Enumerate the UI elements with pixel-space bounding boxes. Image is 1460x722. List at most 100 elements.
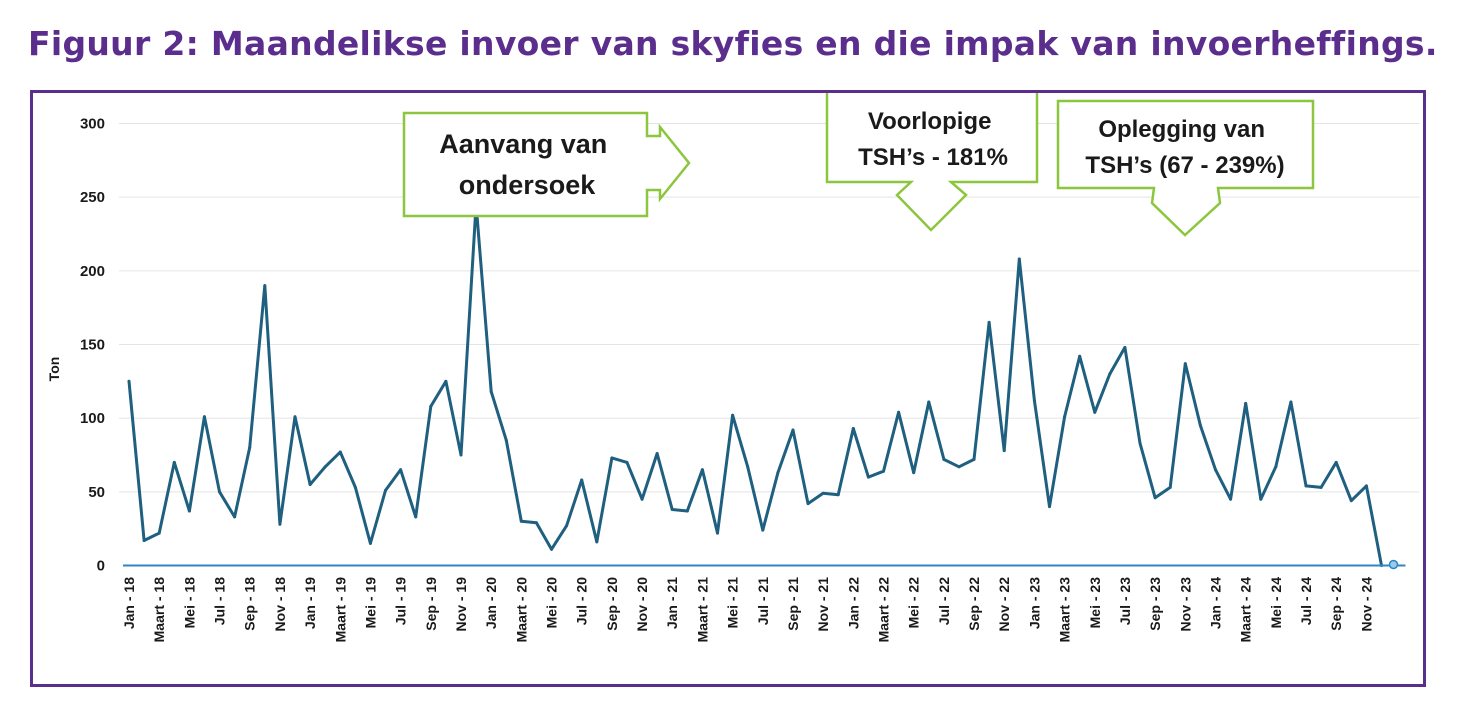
data-point [1153, 496, 1157, 500]
callout-definitive-duties: Oplegging van TSH’s (67 - 239%) [1056, 99, 1315, 237]
data-point [263, 284, 267, 288]
x-tick-label: Jan - 24 [1207, 577, 1223, 629]
x-tick-label: Maart - 20 [513, 577, 529, 643]
data-point [1002, 449, 1006, 453]
x-tick-label: Jan - 18 [121, 577, 137, 629]
series-line [127, 203, 1383, 567]
data-point [972, 457, 976, 461]
data-point [882, 469, 885, 473]
chart-frame: 0 50 100 150 200 250 300 Ton Jan - 18 Maart - 1… [30, 90, 1426, 687]
x-tick-label: Jul - 23 [1117, 577, 1133, 625]
data-point [565, 524, 569, 528]
data-point [368, 541, 372, 545]
data-point [595, 540, 599, 544]
data-point [429, 404, 433, 408]
x-tick-label: Jan - 20 [483, 577, 499, 629]
data-point [399, 468, 403, 472]
data-point [761, 528, 765, 532]
data-point [1213, 468, 1217, 472]
data-point [504, 438, 508, 442]
svg-text:Voorlopige TSH’s - 181: Voorlopige TSH’s - 181% [858, 108, 1008, 171]
data-point [459, 453, 463, 457]
data-point [534, 521, 538, 525]
x-tick-label: Mei - 20 [544, 577, 560, 629]
x-tick-label: Jan - 19 [302, 577, 318, 629]
data-point [293, 415, 297, 419]
data-point [353, 485, 357, 489]
y-tick-label: 0 [97, 558, 105, 575]
data-point [1183, 362, 1187, 366]
x-tick-label: Jul - 18 [212, 577, 228, 625]
data-point [384, 488, 388, 492]
x-tick-label: Maart - 18 [151, 577, 167, 643]
data-point [1304, 484, 1308, 488]
data-point [776, 471, 780, 475]
data-point [866, 475, 870, 479]
data-point [187, 509, 191, 513]
data-point [338, 450, 342, 454]
x-tick-label: Jan - 23 [1026, 577, 1042, 629]
data-point [897, 410, 901, 414]
data-point [746, 465, 750, 469]
callout-investigation-line-1: Aanvang van [439, 129, 607, 159]
data-point [127, 379, 131, 383]
callout-imposition-line-2: TSH’s (67 - 239%) [1085, 152, 1284, 179]
data-point [791, 428, 795, 432]
y-tick-label: 150 [80, 337, 105, 354]
data-point [1364, 484, 1368, 488]
data-point [1032, 398, 1036, 402]
data-point [1123, 345, 1127, 349]
data-point [655, 452, 659, 456]
data-point [685, 509, 689, 513]
data-point [489, 390, 493, 394]
data-point [172, 460, 176, 464]
data-point [716, 531, 720, 535]
data-point [414, 515, 418, 519]
x-tick-labels: Jan - 18 Maart - 18 Mei - 18 Jul - 18 Sep - … [121, 577, 1374, 643]
x-tick-label: Nov - 23 [1177, 577, 1193, 632]
data-point [640, 497, 644, 501]
data-point [912, 471, 916, 475]
x-tick-label: Nov - 18 [272, 577, 288, 632]
x-axis [123, 559, 1406, 570]
data-point [278, 522, 282, 526]
x-tick-label: Maart - 21 [694, 577, 710, 643]
y-axis-label: Ton [46, 357, 62, 382]
gridlines [119, 123, 1420, 493]
data-point [625, 460, 629, 464]
x-tick-label: Sep - 22 [966, 577, 982, 631]
data-point [1289, 400, 1293, 404]
data-point [1319, 485, 1323, 489]
series-end-marker [1388, 559, 1399, 570]
x-tick-label: Jul - 24 [1298, 577, 1314, 625]
data-point [731, 413, 735, 417]
data-point [836, 493, 840, 497]
x-tick-label: Maart - 23 [1057, 577, 1073, 643]
data-point [1063, 415, 1067, 419]
x-tick-label: Jul - 21 [755, 577, 771, 625]
data-point [1244, 401, 1248, 405]
x-tick-label: Jan - 21 [664, 577, 680, 629]
y-tick-label: 300 [80, 116, 105, 133]
data-point [927, 400, 931, 404]
callout-provisional-box [825, 93, 1039, 232]
data-point [957, 465, 961, 469]
x-tick-label: Jul - 20 [574, 577, 590, 625]
x-tick-label: Sep - 21 [785, 577, 801, 631]
x-tick-label: Sep - 19 [423, 577, 439, 631]
x-tick-label: Mei - 19 [362, 577, 378, 629]
callout-investigation-line-2: ondersoek [459, 170, 597, 200]
data-point [821, 491, 825, 495]
data-point [444, 379, 448, 383]
data-point [1093, 410, 1097, 414]
data-point [1229, 497, 1233, 501]
x-tick-label: Sep - 24 [1328, 577, 1344, 631]
data-point [700, 468, 704, 472]
x-tick-label: Mei - 24 [1268, 577, 1284, 629]
figure-title: Figuur 2: Maandelikse invoer van skyfies… [28, 24, 1438, 63]
data-point [1334, 460, 1338, 464]
y-tick-labels: 0 50 100 150 200 250 300 [80, 116, 105, 575]
x-tick-label: Mei - 21 [725, 577, 741, 629]
data-point [233, 515, 237, 519]
data-point [1078, 354, 1082, 358]
